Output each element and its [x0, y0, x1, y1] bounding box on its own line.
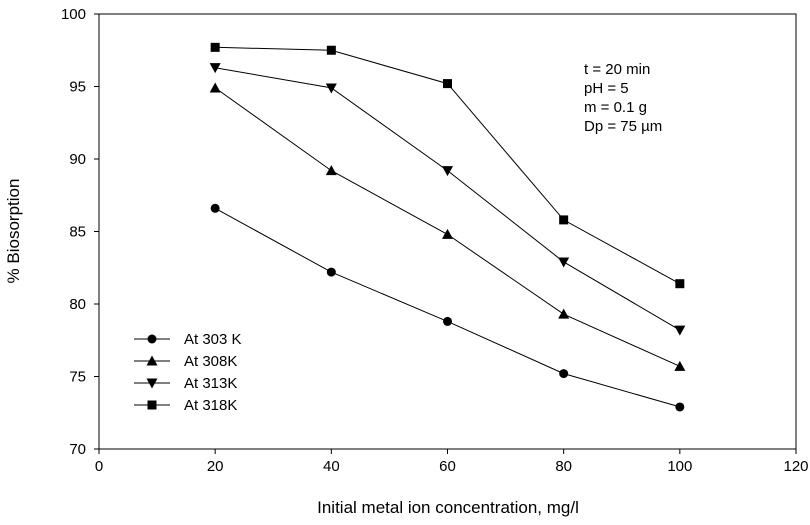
plot-area: 0 20 40 60 80 100 120 70 75 80 85 90 95 100 — [61, 6, 809, 475]
annotation-line: m = 0.1 g — [584, 99, 647, 116]
data-point-series-1 — [326, 267, 336, 277]
legend-marker — [146, 355, 158, 366]
data-point-series-2 — [674, 360, 686, 371]
y-tick-label: 90 — [69, 151, 86, 168]
data-point-series-4 — [443, 79, 452, 89]
y-tick-label: 95 — [69, 79, 86, 96]
data-point-series-3 — [674, 325, 686, 336]
x-tick-label: 0 — [95, 458, 103, 475]
legend-marker — [147, 400, 157, 410]
x-tick-label: 40 — [323, 458, 340, 475]
x-tick-label: 120 — [783, 458, 808, 475]
y-tick-label: 100 — [61, 6, 86, 23]
data-point-series-2 — [325, 165, 337, 176]
legend-label: At 318K — [184, 397, 237, 414]
legend-label: At 303 K — [184, 331, 242, 348]
data-point-series-4 — [326, 45, 336, 55]
conditions-annotation: t = 20 min pH = 5 m = 0.1 g Dp = 75 µm — [584, 61, 662, 135]
legend-marker — [147, 334, 157, 344]
legend-label: At 313K — [184, 375, 237, 392]
data-point-series-2 — [442, 228, 453, 239]
annotation-line: t = 20 min — [584, 61, 650, 78]
data-point-series-3 — [209, 63, 221, 74]
data-point-series-4 — [210, 42, 220, 52]
x-axis-title: Initial metal ion concentration, mg/l — [317, 498, 579, 517]
y-tick-label: 75 — [69, 369, 86, 386]
data-point-series-4 — [559, 215, 569, 225]
data-point-series-4 — [675, 279, 685, 289]
annotation-line: Dp = 75 µm — [584, 118, 662, 135]
y-tick-label: 80 — [69, 296, 86, 313]
x-tick-label: 80 — [555, 458, 572, 475]
x-tick-label: 20 — [207, 458, 224, 475]
x-tick-label: 60 — [439, 458, 456, 475]
data-point-series-1 — [443, 316, 452, 326]
data-point-series-3 — [325, 83, 337, 94]
legend: At 303 K At 308K At 313K At 318K — [134, 331, 242, 414]
data-point-series-3 — [442, 166, 453, 177]
data-point-series-1 — [559, 369, 569, 379]
legend-marker — [146, 378, 158, 389]
legend-label: At 308K — [184, 353, 237, 370]
data-point-series-1 — [675, 402, 685, 412]
y-tick-label: 70 — [69, 441, 86, 458]
annotation-line: pH = 5 — [584, 80, 629, 97]
data-point-series-3 — [558, 257, 570, 268]
data-point-series-2 — [558, 308, 570, 319]
x-tick-label: 100 — [667, 458, 692, 475]
data-point-series-1 — [210, 203, 220, 213]
y-tick-label: 85 — [69, 224, 86, 241]
data-point-series-2 — [209, 82, 221, 93]
y-axis-title: % Biosorption — [4, 179, 23, 284]
